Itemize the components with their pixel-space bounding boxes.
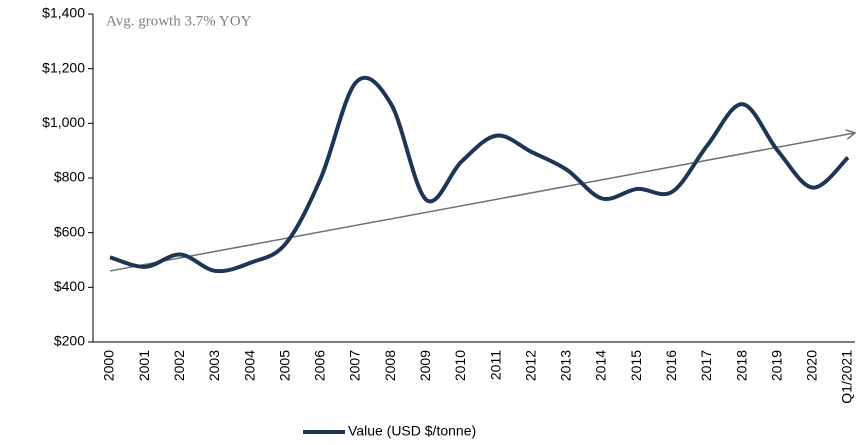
trendline (109, 132, 856, 272)
x-tick-label: 2004 (241, 350, 257, 381)
x-tick-label: 2003 (206, 350, 222, 381)
y-tick-label: $800 (54, 169, 85, 185)
series-line (109, 75, 850, 274)
x-tick-label: 2011 (487, 350, 503, 380)
x-tick-label: 2014 (593, 350, 609, 381)
y-tick-label: $400 (54, 278, 85, 294)
x-tick-label: 2015 (628, 350, 644, 381)
x-tick-label: 2000 (101, 350, 117, 381)
x-tick-label: 2018 (733, 350, 749, 381)
x-tick-label: Q1/2021 (839, 350, 855, 404)
x-tick-label: 2010 (452, 350, 468, 381)
annotation: Avg. growth 3.7% YOY (106, 13, 252, 29)
y-tick-label: $200 (54, 333, 85, 349)
x-tick-label: 2005 (276, 350, 292, 381)
x-tick-label: 2008 (382, 350, 398, 381)
x-tick-label: 2001 (136, 350, 152, 381)
y-tick-label: $1,400 (42, 5, 85, 21)
trend-arrow (845, 129, 857, 140)
x-tick-label: 2020 (804, 350, 820, 381)
x-tick-label: 2002 (171, 350, 187, 381)
x-tick-label: 2019 (768, 350, 784, 381)
legend-label: Value (USD $/tonne) (348, 423, 476, 439)
x-tick-label: 2007 (347, 350, 363, 381)
x-tick-label: 2006 (312, 350, 328, 381)
y-tick-label: $1,000 (42, 114, 85, 130)
x-tick-label: 2013 (558, 350, 574, 381)
x-tick-label: 2017 (698, 350, 714, 381)
x-tick-label: 2012 (522, 350, 538, 381)
y-tick-label: $1,200 (42, 59, 85, 75)
y-tick-label: $600 (54, 223, 85, 239)
x-tick-label: 2009 (417, 350, 433, 381)
x-tick-label: 2016 (663, 350, 679, 381)
